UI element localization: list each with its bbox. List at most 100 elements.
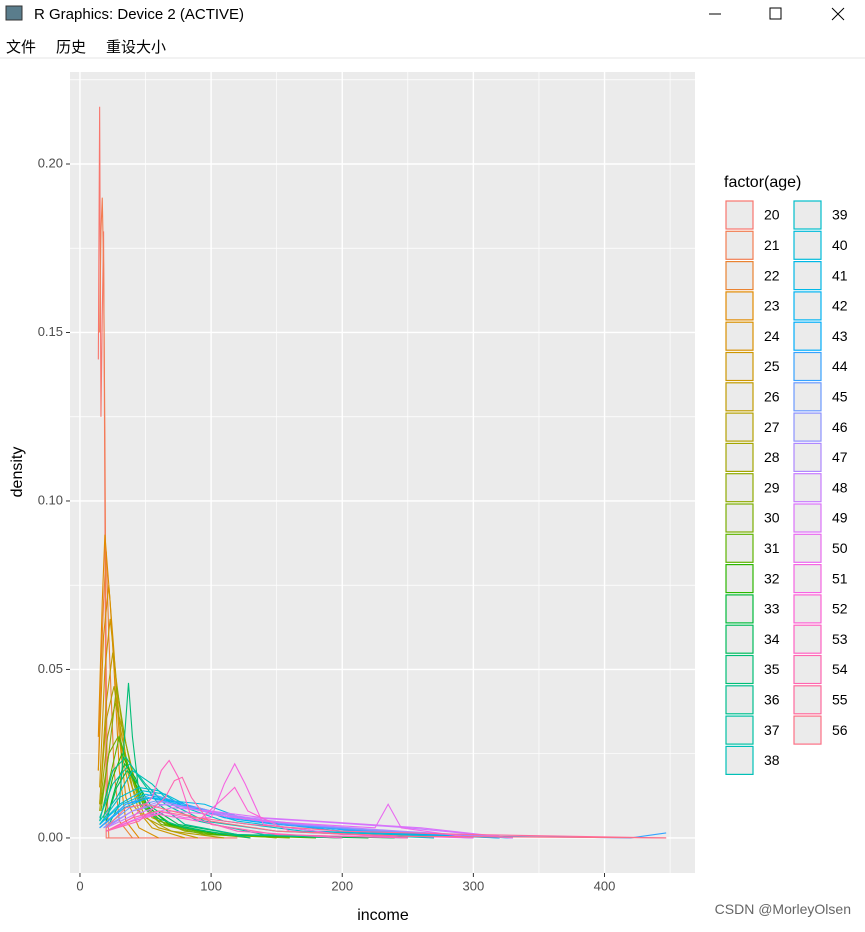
density-line	[99, 756, 343, 839]
density-line	[99, 786, 474, 839]
y-tick-label: 0.15	[38, 324, 63, 339]
legend-key	[793, 261, 822, 291]
legend-key	[725, 321, 754, 351]
legend-label: 52	[832, 601, 848, 617]
y-tick-label: 0.05	[38, 661, 63, 676]
legend-label: 20	[764, 207, 780, 223]
legend-key	[725, 654, 754, 685]
legend-key	[793, 503, 822, 533]
legend-key	[793, 291, 822, 321]
legend-label: 38	[764, 752, 780, 768]
legend-key	[725, 261, 754, 291]
y-tick-label: 0.20	[38, 155, 63, 170]
legend-label: 30	[764, 510, 780, 526]
legend-label: 29	[764, 479, 780, 495]
legend-label: 28	[764, 449, 780, 465]
legend-label: 35	[764, 661, 780, 677]
menu-bar: 文件 历史 重设大小	[6, 39, 166, 56]
density-line	[105, 807, 513, 839]
legend-key	[793, 230, 822, 260]
app-icon	[5, 5, 23, 21]
legend-key	[793, 594, 822, 624]
density-line	[105, 800, 513, 839]
plot-panel	[70, 72, 695, 873]
legend-key	[725, 533, 754, 563]
x-axis-label: income	[357, 907, 409, 924]
legend-key	[725, 442, 754, 472]
legend-label: 43	[832, 328, 848, 344]
legend-label: 45	[832, 389, 848, 405]
window-title: R Graphics: Device 2 (ACTIVE)	[34, 6, 244, 23]
legend-key	[793, 563, 822, 594]
density-line	[105, 803, 513, 839]
legend-key	[793, 654, 822, 685]
y-tick-label: 0.10	[38, 492, 63, 507]
density-line	[97, 585, 159, 839]
legend-label: 41	[832, 267, 848, 283]
density-line	[97, 106, 238, 839]
density-line	[108, 682, 251, 839]
menu-item[interactable]: 历史	[56, 39, 86, 56]
legend-key	[725, 230, 754, 260]
legend-label: 51	[832, 570, 848, 586]
legend-key	[725, 594, 754, 624]
legend-label: 47	[832, 449, 848, 465]
menu-item[interactable]: 文件	[6, 39, 36, 56]
legend-label: 56	[832, 722, 848, 738]
legend-key	[793, 685, 822, 715]
legend-key	[725, 685, 754, 715]
legend-title: factor(age)	[724, 174, 801, 191]
legend-key	[725, 624, 754, 654]
legend-label: 50	[832, 540, 848, 556]
x-tick-label: 300	[463, 878, 485, 893]
maximize-button[interactable]	[769, 7, 782, 20]
legend-key	[725, 745, 754, 776]
legend-label: 39	[832, 207, 848, 223]
legend-label: 36	[764, 692, 780, 708]
legend-label: 49	[832, 510, 848, 526]
legend-label: 42	[832, 298, 848, 314]
legend-label: 54	[832, 661, 848, 677]
close-button[interactable]	[831, 7, 845, 21]
x-tick-label: 400	[594, 878, 616, 893]
legend-key	[793, 321, 822, 351]
menu-item[interactable]: 重设大小	[106, 39, 166, 56]
density-line	[105, 759, 343, 839]
legend-key	[725, 291, 754, 321]
legend-key	[793, 351, 822, 382]
legend-label: 44	[832, 358, 848, 374]
legend-key	[725, 715, 754, 745]
density-line	[99, 652, 199, 839]
legend-label: 24	[764, 328, 780, 344]
legend-label: 31	[764, 540, 780, 556]
density-line	[99, 197, 110, 838]
legend-key	[793, 382, 822, 412]
density-line	[105, 810, 667, 839]
density-line	[99, 618, 186, 839]
legend-key	[725, 563, 754, 594]
legend-label: 37	[764, 722, 780, 738]
legend-key	[793, 715, 822, 745]
watermark: CSDN @MorleyOlsen	[715, 901, 851, 917]
legend-key	[725, 351, 754, 382]
legend-key	[725, 412, 754, 442]
legend-key	[793, 412, 822, 442]
density-line	[105, 803, 667, 839]
density-line	[105, 803, 474, 839]
legend-key	[793, 442, 822, 472]
legend-label: 32	[764, 570, 780, 586]
legend-label: 21	[764, 237, 780, 253]
legend-label: 33	[764, 601, 780, 617]
legend-label: 55	[832, 692, 848, 708]
legend-label: 27	[764, 419, 780, 435]
legend-key	[793, 533, 822, 563]
x-tick-label: 0	[76, 878, 83, 893]
legend: 20 21 22 23 24 25 26 27 28 29 30 31 32 33 34 35 36 37 38 39…	[725, 200, 848, 776]
density-line	[99, 793, 513, 839]
legend-label: 25	[764, 358, 780, 374]
legend-key	[793, 200, 822, 230]
x-tick-label: 200	[331, 878, 353, 893]
x-tick-label: 100	[200, 878, 222, 893]
